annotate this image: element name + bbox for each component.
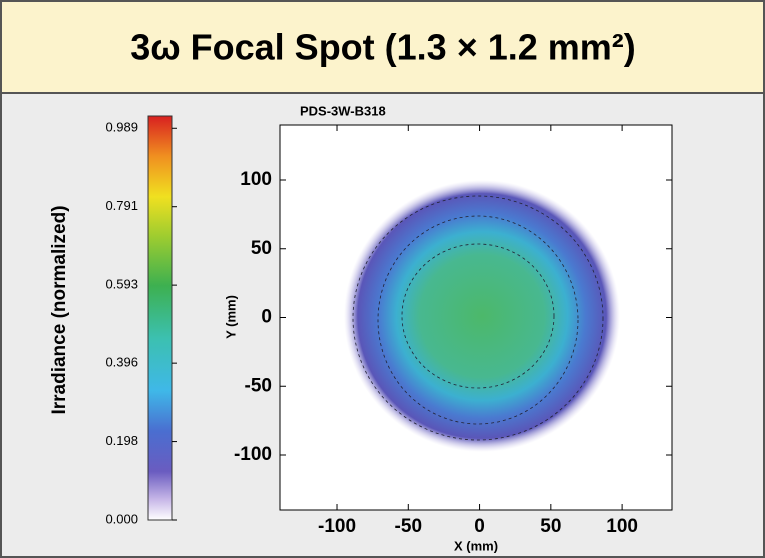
panel-border [0, 92, 765, 558]
y-axis-label: Y (mm) [223, 295, 238, 339]
y-tick-label: 0 [261, 307, 272, 328]
subtitle: PDS-3W-B318 [300, 103, 386, 118]
y-tick-label: 100 [240, 169, 272, 190]
x-tick-label: 100 [606, 516, 638, 537]
colorbar-tick-label: 0.989 [105, 120, 138, 135]
x-axis-label: X (mm) [454, 538, 498, 553]
colorbar-tick-label: 0.198 [105, 433, 138, 448]
contour [352, 195, 604, 441]
y-tick-label: -50 [245, 375, 272, 396]
colorbar-tick-label: 0.791 [105, 198, 138, 213]
x-tick-label: 50 [540, 516, 561, 537]
x-tick-label: -50 [395, 516, 422, 537]
colorbar-tick-label: 0.593 [105, 277, 138, 292]
y-tick-label: -100 [234, 444, 272, 465]
focal-spot [344, 180, 620, 452]
spot-image [344, 180, 620, 452]
chart-title: 3ω Focal Spot (1.3 × 1.2 mm²) [130, 27, 636, 68]
colorbar-label: Irradiance (normalized) [49, 205, 70, 414]
x-tick-label: 0 [474, 516, 485, 537]
colorbar [147, 115, 173, 521]
title-bar [0, 0, 765, 94]
colorbar-tick-label: 0.396 [105, 355, 138, 370]
x-tick-label: -100 [318, 516, 356, 537]
contour [377, 215, 579, 425]
colorbar-tick-label: 0.000 [105, 511, 138, 526]
y-tick-label: 50 [251, 238, 272, 259]
contour [401, 243, 555, 389]
